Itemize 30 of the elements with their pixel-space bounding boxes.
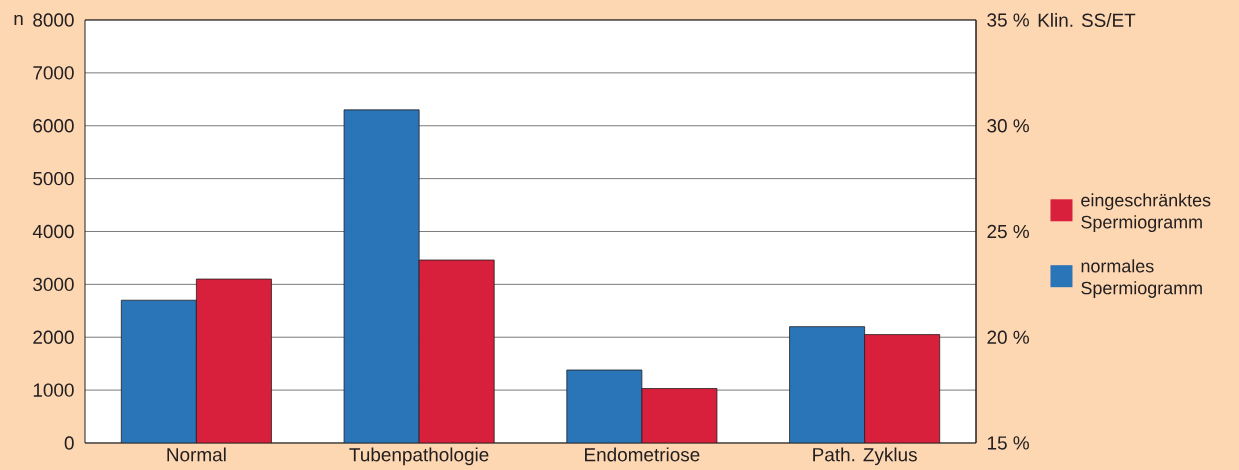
y-tick-label: 8000: [33, 13, 74, 27]
y-tick-label: 4000: [32, 224, 74, 239]
y-tick-label: 2000: [33, 330, 74, 344]
y-tick-label: 5000: [33, 171, 74, 186]
x-tick-label: Path. Zyklus: [813, 447, 917, 466]
bar: [418, 259, 495, 443]
y-tick-label: 1000: [33, 383, 74, 397]
x-tick-label: Endometriose: [585, 447, 700, 462]
y-tick-label: 6000: [33, 119, 74, 133]
bar: [343, 109, 420, 443]
y-tick-label: 7000: [33, 66, 74, 80]
y2-tick-label: 30 %: [987, 119, 1029, 133]
y-tick-label: 0: [64, 436, 74, 450]
y-axis-title: n: [14, 14, 23, 26]
x-tick-label: Tubenpathologie: [349, 447, 489, 466]
y-tick-label: 3000: [33, 277, 74, 292]
y2-axis-title: Klin. SS/ET: [1038, 13, 1136, 27]
bar: [789, 326, 866, 443]
y2-tick-label: 15 %: [987, 436, 1029, 450]
bar: [641, 388, 717, 443]
bar: [566, 370, 642, 443]
y2-tick-label: 35 %: [987, 13, 1029, 27]
bar: [120, 299, 197, 443]
legend-label: normales Spermiogramm: [1081, 259, 1202, 298]
bar: [195, 278, 272, 443]
bar: [864, 334, 941, 443]
legend-label: eingeschränktes Spermiogramm: [1081, 193, 1211, 232]
x-tick-label: Normal: [167, 447, 226, 462]
y2-tick-label: 25 %: [987, 224, 1029, 239]
y2-tick-label: 20 %: [987, 330, 1029, 344]
